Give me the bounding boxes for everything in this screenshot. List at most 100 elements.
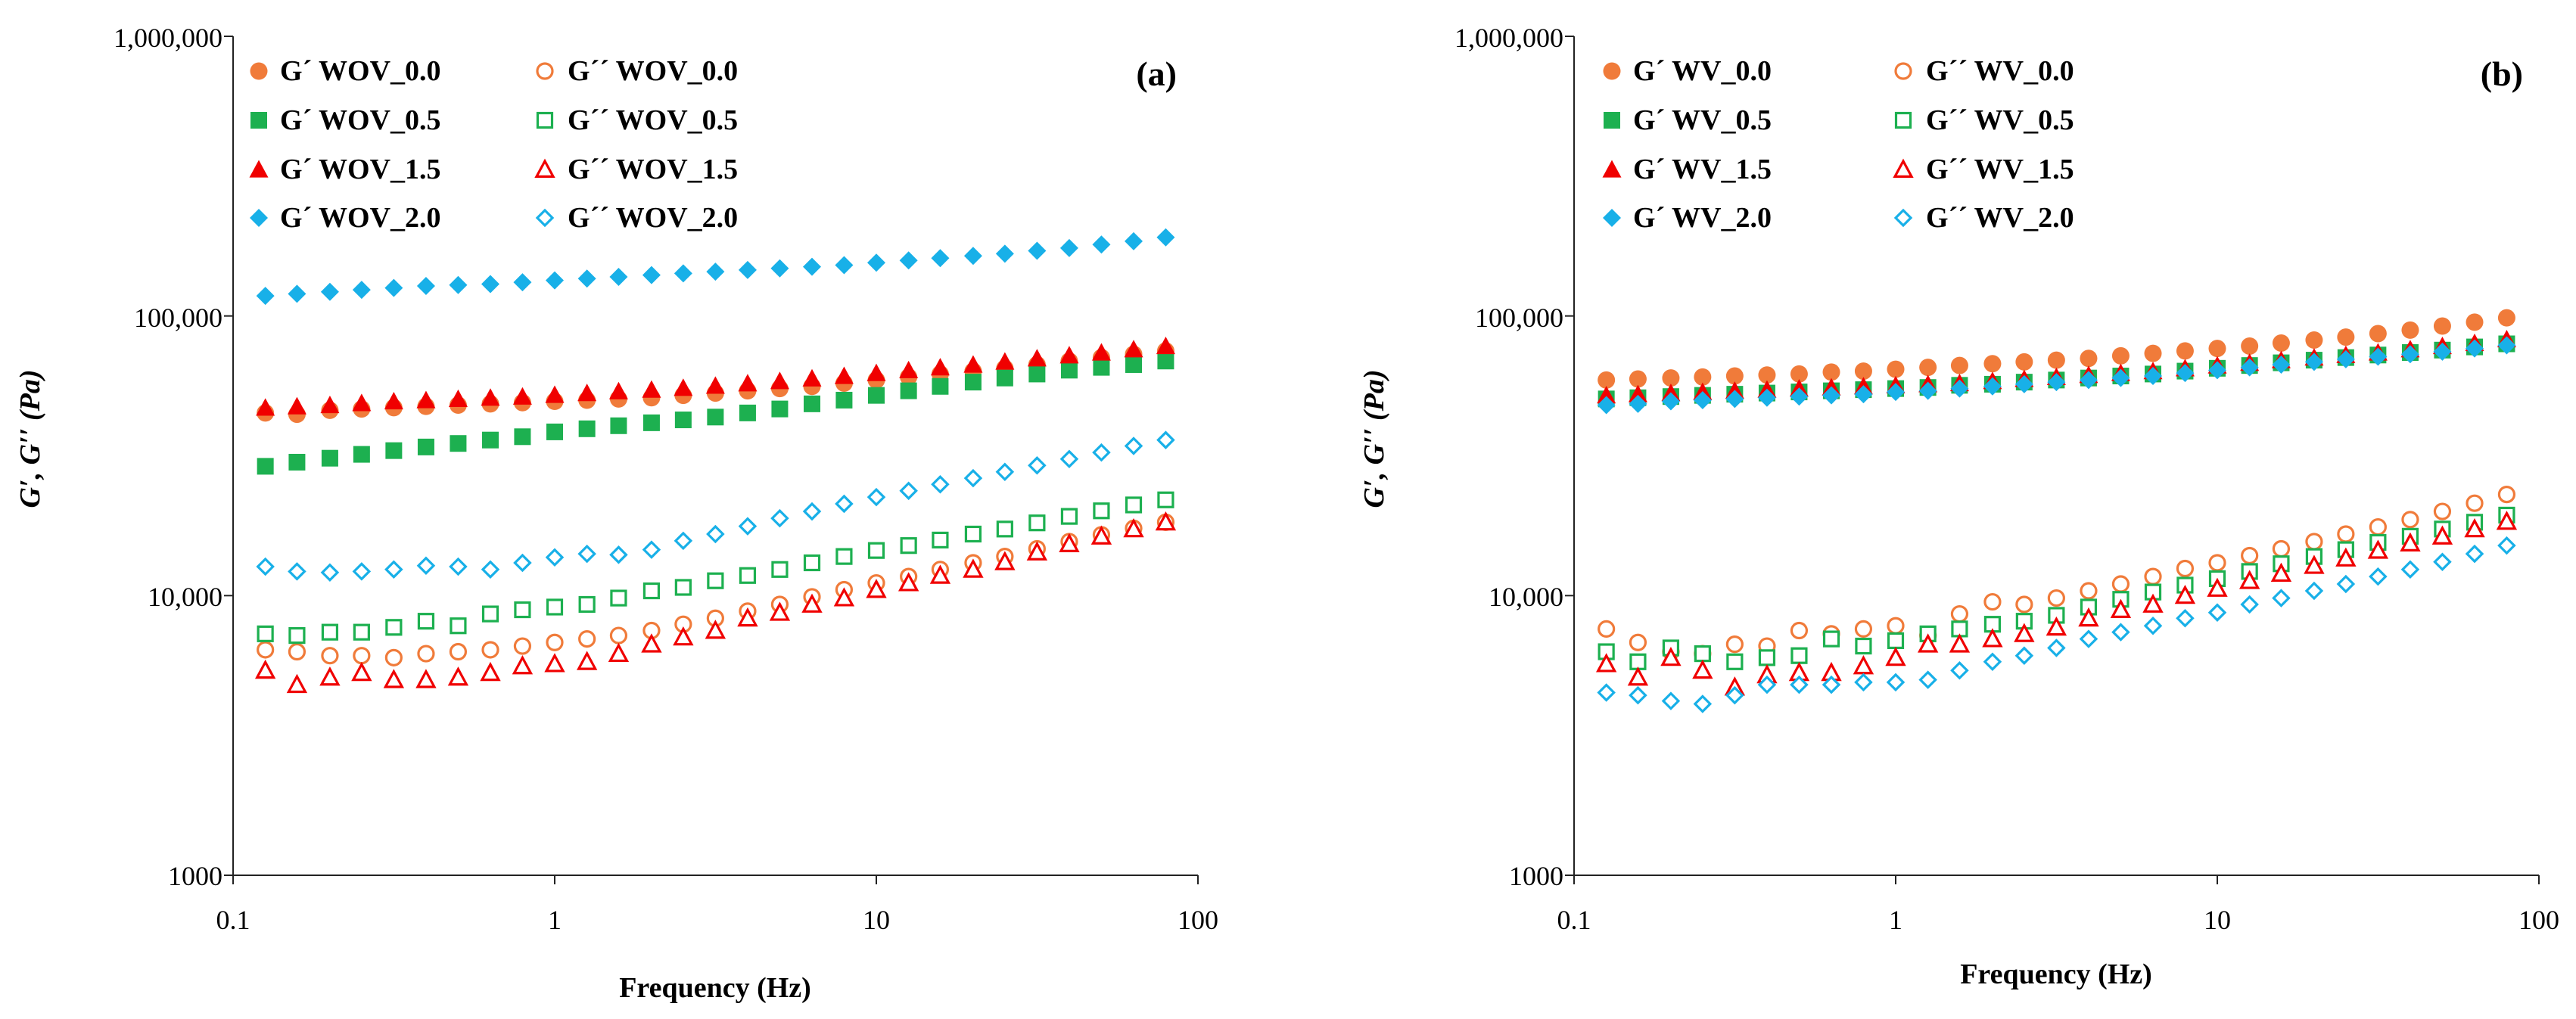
data-point (804, 395, 821, 412)
data-point (1125, 356, 1143, 373)
data-point (1949, 633, 1971, 653)
legend-label: G´´ WV_0.5 (1926, 104, 2074, 136)
data-point (1027, 349, 1047, 367)
legend-marker (1894, 111, 1912, 129)
data-point (2080, 582, 2098, 600)
series-square-open (257, 491, 1174, 645)
series-square-filled (257, 353, 1174, 475)
data-point (802, 502, 822, 521)
data-point (2014, 374, 2033, 393)
data-point (1950, 356, 1968, 374)
data-point (867, 542, 885, 559)
data-point (352, 281, 371, 300)
y-tick-label: 1,000,000 (1454, 23, 1563, 53)
data-point (1091, 343, 1111, 361)
data-point (385, 619, 403, 636)
data-point (770, 259, 789, 278)
data-point (352, 562, 372, 581)
data-point (1757, 388, 1776, 407)
data-point (1693, 390, 1712, 409)
data-point (288, 284, 306, 303)
data-point (1822, 386, 1841, 405)
data-point (2304, 353, 2323, 371)
data-point (1694, 368, 1712, 386)
legend-marker (1603, 209, 1621, 227)
data-point (1123, 517, 1144, 538)
data-point (674, 264, 692, 283)
panel-a: (a) Frequency (Hz) G′, G′′ (Pa) 0.1 1 10… (14, 23, 1218, 1004)
data-point (963, 468, 983, 488)
data-point (707, 409, 724, 426)
data-point (1854, 362, 1872, 381)
data-point (2207, 603, 2227, 622)
data-point (2174, 584, 2196, 604)
legend-label: G´ WV_1.5 (1633, 154, 1772, 185)
data-point (2015, 595, 2033, 614)
data-point (1887, 360, 1905, 378)
x-tick-label: 1 (1889, 905, 1902, 935)
data-point (2400, 345, 2419, 364)
data-point (1790, 621, 1809, 640)
data-point (2143, 616, 2163, 635)
data-point (514, 601, 531, 619)
data-point (450, 617, 467, 635)
data-point (1660, 646, 1682, 666)
data-point (2015, 353, 2033, 371)
data-point (545, 385, 565, 403)
data-point (1627, 666, 1649, 686)
data-point (1790, 387, 1809, 406)
data-point (2176, 342, 2194, 360)
data-point (2111, 575, 2130, 593)
data-point (544, 653, 565, 673)
data-point (2400, 532, 2421, 551)
data-point (546, 271, 564, 290)
legend-marker (1893, 158, 1914, 178)
data-point (963, 247, 982, 266)
data-point (449, 642, 468, 661)
data-point (1694, 645, 1711, 663)
data-point (417, 438, 434, 455)
legend-label: G´´ WV_1.5 (1926, 154, 2074, 185)
data-point (771, 561, 789, 578)
data-point (1725, 390, 1744, 409)
data-point (449, 275, 468, 294)
data-point (1725, 685, 1744, 705)
data-point (1725, 635, 1744, 654)
data-point (1157, 491, 1174, 508)
data-point (1726, 653, 1744, 670)
data-point (351, 661, 372, 682)
data-point (288, 626, 306, 645)
data-point (546, 423, 563, 440)
data-point (2400, 560, 2420, 579)
data-point (1822, 675, 1841, 694)
data-point (995, 352, 1015, 370)
data-point (1060, 362, 1078, 379)
plot-area-a (224, 36, 1199, 884)
data-point (2367, 539, 2389, 559)
panel-label-a: (a) (1136, 54, 1177, 93)
data-point (1595, 653, 1617, 673)
data-point (2176, 608, 2195, 628)
data-point (994, 551, 1016, 570)
data-point (353, 647, 371, 665)
data-point (2497, 536, 2516, 555)
data-point (256, 557, 275, 576)
data-point (1597, 396, 1616, 415)
x-tick-label: 0.1 (216, 905, 250, 935)
data-point (254, 659, 276, 679)
data-point (738, 260, 757, 279)
data-point (1028, 514, 1046, 532)
data-point (2080, 350, 2098, 368)
data-point (899, 481, 918, 501)
data-point (1629, 370, 1647, 388)
y-tick-label: 10,000 (1489, 582, 1563, 612)
data-point (2369, 325, 2387, 343)
data-point (1854, 385, 1873, 404)
data-point (2110, 598, 2132, 618)
legend-label: G´´ WV_2.0 (1926, 202, 2074, 234)
data-point (866, 487, 886, 507)
data-point (1854, 673, 1873, 692)
legend-marker (250, 209, 268, 227)
data-point (1918, 381, 1937, 400)
